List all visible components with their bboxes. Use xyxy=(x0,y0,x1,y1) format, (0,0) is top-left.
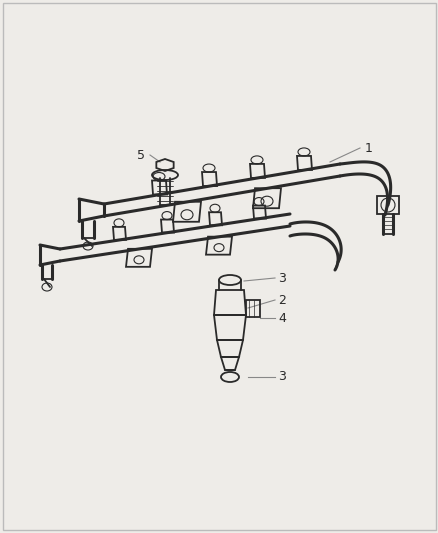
Text: 4: 4 xyxy=(277,311,285,325)
Text: 3: 3 xyxy=(277,370,285,384)
Text: 1: 1 xyxy=(364,141,372,155)
Text: 3: 3 xyxy=(277,271,285,285)
Text: 2: 2 xyxy=(277,294,285,306)
Text: 5: 5 xyxy=(137,149,145,161)
